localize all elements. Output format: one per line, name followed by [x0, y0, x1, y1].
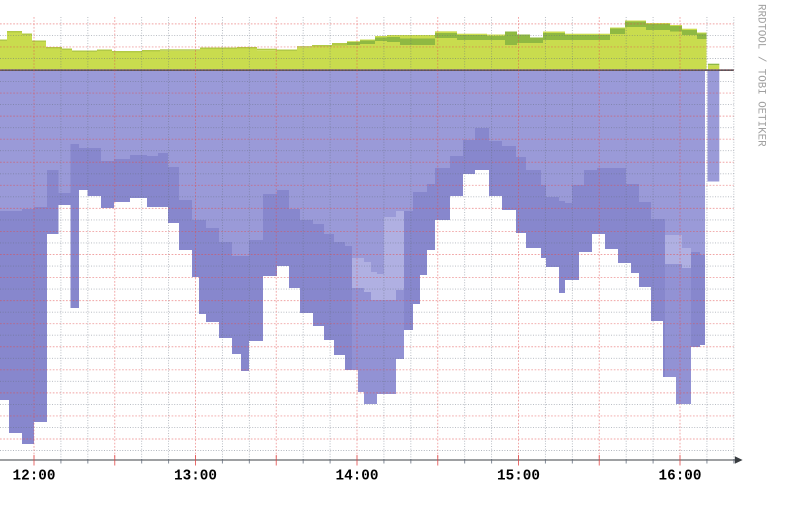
svg-text:16:00: 16:00: [659, 469, 702, 485]
svg-text:RRDTOOL / TOBI OETIKER: RRDTOOL / TOBI OETIKER: [755, 4, 767, 147]
svg-text:13:00: 13:00: [174, 469, 217, 485]
svg-text:15:00: 15:00: [497, 469, 540, 485]
svg-text:14:00: 14:00: [336, 469, 379, 485]
svg-text:12:00: 12:00: [13, 469, 56, 485]
